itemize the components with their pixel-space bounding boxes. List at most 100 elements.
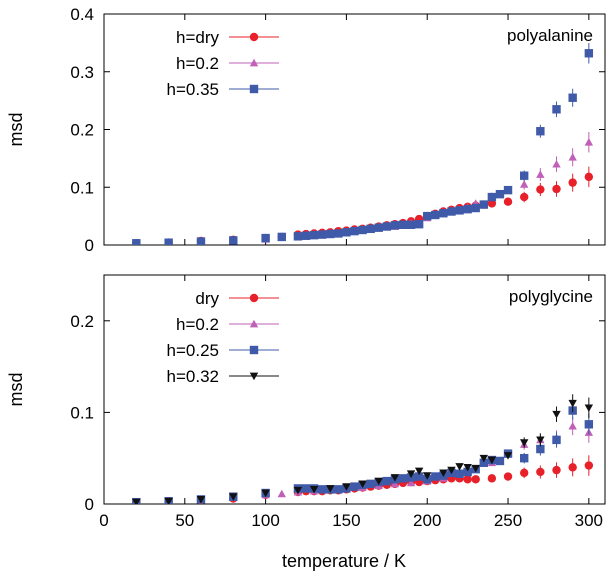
data-point	[487, 199, 497, 208]
y-tick-label: 0.4	[70, 5, 94, 24]
legend-marker	[249, 84, 259, 94]
polyglycine-panel: 0 50 100 150 200 250 300 0 0.1 0.2 msd polyglycine d…	[6, 274, 606, 530]
legend-marker	[249, 372, 259, 381]
data-point	[568, 463, 577, 472]
data-point	[423, 211, 432, 221]
data-point	[519, 439, 529, 447]
legend-marker	[249, 293, 259, 303]
x-tick-label: 300	[575, 511, 603, 530]
data-point	[487, 192, 497, 202]
data-point	[342, 483, 351, 491]
data-point	[503, 197, 513, 206]
x-tick-label: 250	[494, 511, 522, 530]
data-point	[463, 467, 472, 477]
data-point	[390, 221, 400, 230]
data-point	[229, 236, 238, 245]
data-point	[584, 461, 594, 470]
data-point	[447, 466, 456, 475]
data-point	[366, 224, 375, 234]
y-tick-label: 0.3	[70, 63, 94, 82]
data-point	[455, 206, 464, 215]
data-point	[503, 452, 513, 460]
data-point	[382, 476, 392, 486]
data-point	[431, 210, 440, 220]
legend-marker	[249, 345, 259, 355]
data-point	[519, 192, 529, 202]
data-point	[350, 226, 359, 236]
plot-area	[132, 43, 594, 245]
data-point	[495, 456, 505, 466]
panel-title: polyglycine	[509, 287, 593, 306]
data-point	[277, 489, 286, 498]
data-point	[519, 171, 529, 180]
data-point	[584, 138, 594, 146]
data-point	[447, 207, 456, 216]
data-point	[552, 410, 561, 419]
x-tick-label: 100	[251, 511, 279, 530]
data-point	[455, 463, 464, 471]
data-point	[301, 231, 311, 240]
data-point	[536, 170, 545, 178]
data-point	[358, 225, 367, 235]
data-point	[503, 472, 513, 481]
x-tick-label: 150	[332, 511, 360, 530]
legend-label: h=0.35	[167, 80, 219, 99]
series-h-0-32	[132, 394, 594, 504]
data-point	[196, 237, 206, 245]
data-point	[358, 480, 367, 489]
data-point	[455, 469, 464, 478]
panel-title: polyalanine	[507, 26, 593, 45]
data-point	[463, 475, 472, 484]
data-point	[414, 467, 424, 476]
x-axis-label: temperature / K	[282, 551, 406, 571]
data-point	[301, 484, 311, 493]
y-tick-label: 0	[85, 236, 94, 255]
data-point	[479, 200, 488, 209]
data-point	[479, 458, 488, 467]
data-point	[439, 469, 448, 478]
data-point	[406, 478, 416, 487]
legend: h=dry h=0.2 h=0.35	[167, 28, 279, 99]
legend-marker	[249, 319, 259, 328]
data-point	[374, 223, 383, 232]
data-point	[406, 470, 416, 478]
data-point	[382, 222, 392, 231]
data-point	[406, 220, 416, 229]
legend-label: h=0.32	[167, 367, 219, 386]
data-point	[423, 472, 432, 480]
data-point	[552, 105, 561, 114]
y-tick-label: 0	[85, 495, 94, 514]
data-point	[293, 232, 303, 241]
data-point	[487, 456, 497, 465]
data-point	[334, 485, 343, 494]
data-point	[568, 421, 577, 430]
y-axis-label: msd	[6, 112, 26, 146]
data-point	[317, 485, 327, 494]
data-point	[584, 420, 594, 429]
data-point	[463, 204, 472, 214]
legend-label: h=dry	[176, 28, 219, 47]
data-point	[366, 479, 375, 489]
data-point	[552, 184, 561, 194]
legend: dry h=0.2 h=0.25 h=0.32	[167, 289, 279, 386]
data-point	[398, 220, 408, 229]
data-point	[414, 472, 424, 481]
plot-area	[132, 394, 594, 504]
data-point	[398, 474, 408, 483]
data-point	[390, 474, 400, 482]
x-tick-label: 50	[175, 511, 194, 530]
data-point	[374, 477, 383, 486]
data-point	[568, 93, 577, 102]
data-point	[536, 127, 545, 136]
legend-marker	[249, 58, 259, 67]
data-point	[487, 474, 497, 483]
data-point	[293, 486, 303, 495]
data-point	[519, 180, 529, 188]
data-point	[536, 436, 545, 445]
data-point	[229, 493, 238, 501]
data-point	[431, 472, 440, 481]
data-point	[317, 230, 327, 239]
data-point	[536, 467, 545, 477]
data-point	[536, 185, 545, 194]
data-point	[584, 172, 594, 182]
